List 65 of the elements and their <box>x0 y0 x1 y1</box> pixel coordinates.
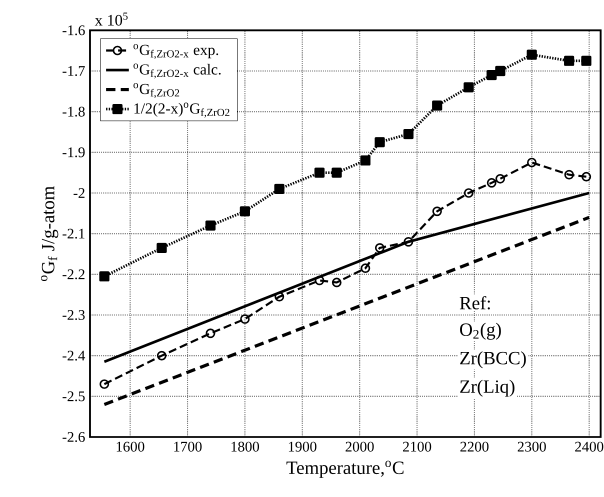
point <box>374 137 385 148</box>
point <box>206 328 216 338</box>
point <box>99 271 110 282</box>
legend-label: $^{o}$G$_{f,ZrO2}$ <box>134 83 180 98</box>
y-tick-label: -2.4 <box>62 350 86 361</box>
point <box>360 263 370 274</box>
x-tick-label: 2000 <box>346 442 374 452</box>
point <box>100 379 110 389</box>
point <box>332 168 342 178</box>
y-tick-label: -2 <box>74 188 84 198</box>
point <box>314 276 324 286</box>
x-tick-label: 1600 <box>116 442 144 452</box>
point <box>156 242 167 253</box>
point <box>314 168 325 178</box>
y-tick-label: -2.3 <box>62 310 85 320</box>
y-tick-label: -1.6 <box>62 25 85 36</box>
point <box>495 66 506 76</box>
x-tick-label: 2200 <box>460 442 489 452</box>
point <box>432 100 442 111</box>
annotation: O$_{2}$(g) <box>460 322 501 340</box>
point <box>527 158 537 168</box>
text: x 10$^{5}$ <box>94 12 128 26</box>
point <box>274 184 284 194</box>
point <box>404 237 414 247</box>
point <box>360 155 370 166</box>
x-tick-label: 1700 <box>174 442 202 452</box>
y-axis-title: $^{o}$G$_{f}$ J/g-atom <box>41 186 58 282</box>
point <box>581 56 592 66</box>
point <box>156 350 167 360</box>
point <box>464 188 474 198</box>
y-tick-label: -2.2 <box>62 269 84 280</box>
point <box>374 243 385 253</box>
point <box>274 292 284 302</box>
point <box>205 220 216 231</box>
point <box>582 172 592 182</box>
point <box>403 128 414 140</box>
annotation: Zr(BCC) <box>460 351 526 368</box>
point <box>526 50 537 60</box>
y-tick-label: -1.7 <box>62 66 85 76</box>
y-tick-label: -1.8 <box>62 106 85 117</box>
point <box>240 206 250 216</box>
x-tick-label: 2400 <box>575 442 604 452</box>
x-tick-label: 1800 <box>232 442 260 452</box>
legend-label: $^{o}$G$_{f,ZrO2-x}$ calc. <box>134 64 221 79</box>
x-axis-title: Temperature,$^{o}$C <box>286 460 404 478</box>
point <box>332 278 342 288</box>
y-tick-label: -1.9 <box>62 147 85 158</box>
x-tick-label: 1900 <box>288 442 316 452</box>
point <box>464 82 474 92</box>
legend-label: $^{o}$G$_{f,ZrO2-x}$ exp. <box>134 44 218 59</box>
point <box>564 170 574 180</box>
legend-label: 1/2(2-x)$^{o}$G$_{f,ZrO2}$ <box>134 102 230 118</box>
x-tick-label: 2300 <box>518 442 546 452</box>
y-tick-label: -2.1 <box>62 228 84 239</box>
point <box>486 178 496 188</box>
point <box>240 314 250 324</box>
point <box>432 206 442 216</box>
x-tick-label: 2100 <box>403 442 432 452</box>
y-tick-label: -2.5 <box>62 391 85 402</box>
point <box>495 174 506 184</box>
point <box>486 70 497 80</box>
y-tick-label: -2.6 <box>62 432 85 442</box>
point <box>564 56 574 66</box>
annotation: Zr(Liq) <box>460 380 514 397</box>
annotation: Ref: <box>460 296 490 310</box>
